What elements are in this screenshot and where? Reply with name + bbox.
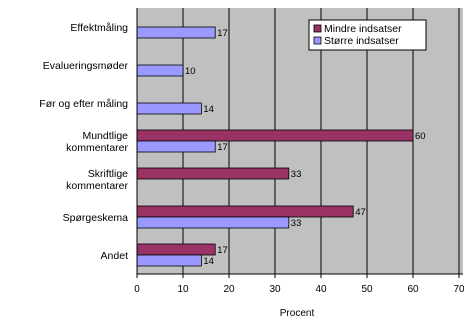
bar xyxy=(136,129,414,142)
bar xyxy=(136,64,184,77)
legend-swatch xyxy=(313,24,322,33)
legend-swatch xyxy=(313,36,322,45)
bar-value-label: 33 xyxy=(291,169,302,180)
bars xyxy=(136,26,414,267)
legend-box xyxy=(308,19,427,51)
category-label: kommentarer xyxy=(66,180,128,192)
bar-value-label: 14 xyxy=(203,104,214,115)
x-tick-label: 70 xyxy=(453,284,464,295)
x-axis-title: Procent xyxy=(280,308,315,319)
bar-value-label: 33 xyxy=(291,218,302,229)
x-tick-label: 40 xyxy=(315,284,327,295)
bar xyxy=(136,167,290,180)
bar xyxy=(136,216,290,229)
category-label: Spørgeskema xyxy=(63,212,129,224)
category-label: Evalueringsmøder xyxy=(43,60,129,72)
bar xyxy=(136,102,202,115)
category-label: Mundtlige xyxy=(82,130,128,142)
bar-value-label: 47 xyxy=(355,207,366,218)
x-tick-label: 60 xyxy=(407,284,419,295)
x-tick-label: 50 xyxy=(361,284,373,295)
bar xyxy=(136,254,202,267)
x-axis-ticks: 0 10 20 30 40 50 60 70 xyxy=(134,274,464,295)
bar xyxy=(136,205,354,218)
x-tick-label: 30 xyxy=(269,284,281,295)
category-label: Effektmåling xyxy=(70,22,128,34)
bar-value-label: 17 xyxy=(217,245,228,256)
x-tick-label: 0 xyxy=(134,284,140,295)
category-label: Skriftlige xyxy=(88,168,128,180)
category-label: kommentarer xyxy=(66,142,128,154)
bar-value-label: 10 xyxy=(185,66,196,77)
bar-value-label: 60 xyxy=(415,131,426,142)
x-tick-label: 10 xyxy=(177,284,189,295)
bar-value-label: 14 xyxy=(203,256,214,267)
legend-label: Mindre indsatser xyxy=(324,23,402,35)
bar-value-label: 17 xyxy=(217,142,228,153)
bar xyxy=(136,26,216,39)
legend-label: Større indsatser xyxy=(324,35,399,47)
x-tick-label: 20 xyxy=(223,284,235,295)
y-axis-category-labels: Effektmåling Evalueringsmøder Før og efter… xyxy=(39,22,128,262)
bar xyxy=(136,140,216,153)
bar-value-label: 17 xyxy=(217,28,228,39)
category-label: Andet xyxy=(101,250,129,262)
bar xyxy=(136,243,216,256)
category-label: Før og efter måling xyxy=(39,98,128,110)
